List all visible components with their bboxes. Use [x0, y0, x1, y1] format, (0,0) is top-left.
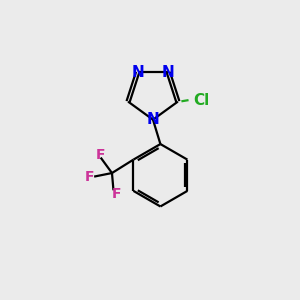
Text: F: F	[112, 187, 121, 201]
Text: N: N	[162, 65, 175, 80]
Text: Cl: Cl	[193, 93, 210, 108]
Text: F: F	[96, 148, 105, 162]
Text: N: N	[131, 65, 144, 80]
Text: N: N	[147, 112, 159, 127]
Text: F: F	[85, 169, 94, 184]
